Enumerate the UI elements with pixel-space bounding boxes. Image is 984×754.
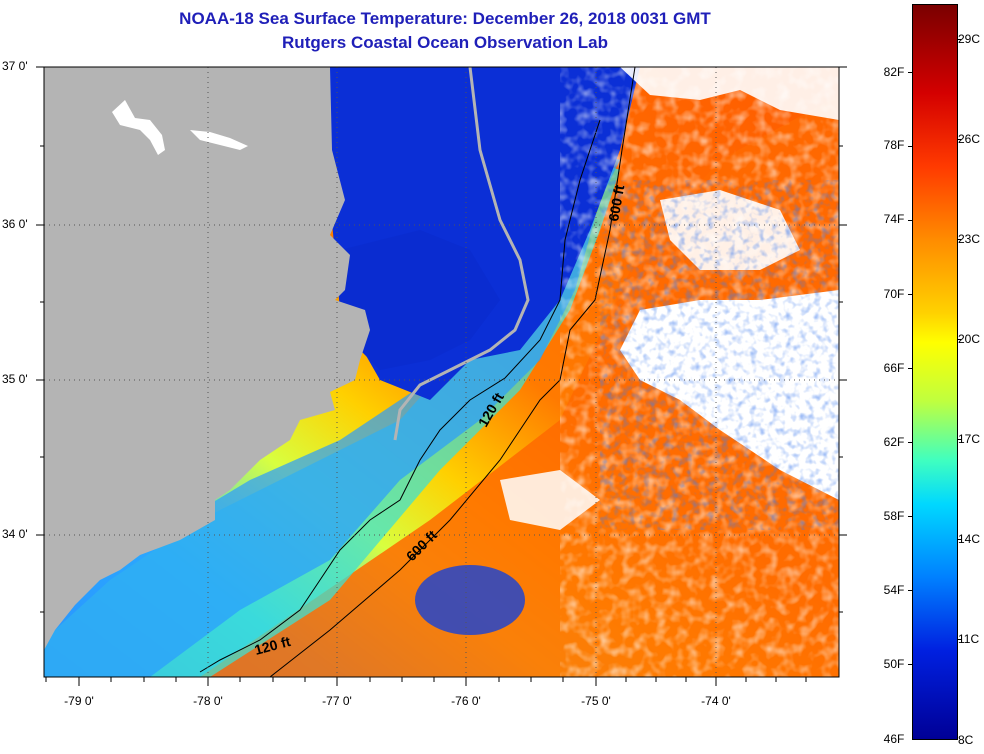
lat-label-34: 34 0' xyxy=(2,527,28,541)
colorbar-f-46: 46F xyxy=(883,732,905,746)
isobath-label-1: 600 ft xyxy=(605,183,627,222)
lat-label-37: 37 0' xyxy=(2,59,28,73)
colorbar-c-tick xyxy=(957,539,961,540)
lon-label-76: -76 0' xyxy=(451,694,481,708)
colorbar-f-78: 78F xyxy=(883,138,905,152)
colorbar-c-tick xyxy=(957,39,961,40)
map-frame xyxy=(43,66,840,678)
colorbar-c-11: 11C xyxy=(958,632,980,646)
colorbar-f-tick xyxy=(908,516,912,517)
colorbar-c-tick xyxy=(957,339,961,340)
cold-eddy xyxy=(415,565,525,635)
lat-label-35: 35 0' xyxy=(2,372,28,386)
colorbar-f-58: 58F xyxy=(883,509,905,523)
lake-marks xyxy=(112,100,248,155)
colorbar-c-tick xyxy=(957,139,961,140)
colorbar-c-8: 8C xyxy=(958,733,974,747)
colorbar-f-tick xyxy=(908,72,912,73)
right-ticks xyxy=(839,66,847,613)
colorbar-f-tick xyxy=(908,294,912,295)
colorbar-c-14: 14C xyxy=(958,532,981,546)
colorbar-f-54: 54F xyxy=(883,583,905,597)
colorbar-f-74: 74F xyxy=(883,212,905,226)
colorbar-f-tick xyxy=(908,442,912,443)
colorbar-f-70: 70F xyxy=(883,287,905,301)
colorbar-f-66: 66F xyxy=(883,361,905,375)
colorbar-f-tick xyxy=(908,220,912,221)
colorbar-f-82: 82F xyxy=(883,65,905,79)
lat-label-36: 36 0' xyxy=(2,217,28,231)
pamlico-sound xyxy=(340,230,500,370)
colorbar-c-26: 26C xyxy=(958,132,981,146)
lon-label-77: -77 0' xyxy=(322,694,352,708)
left-ticks xyxy=(36,66,44,613)
colorbar-c-tick xyxy=(957,439,961,440)
colorbar-f-50: 50F xyxy=(883,657,905,671)
bottom-ticks xyxy=(45,677,807,686)
colorbar-c-20: 20C xyxy=(958,332,981,346)
title-line-2: Rutgers Coastal Ocean Observation Lab xyxy=(282,33,608,52)
isobath-120ft xyxy=(199,119,601,673)
colorbar-c-17: 17C xyxy=(958,432,981,446)
lon-label-79: -79 0' xyxy=(64,694,94,708)
cold-speckle xyxy=(600,180,839,530)
isobath-600ft xyxy=(269,67,636,677)
title-line-1: NOAA-18 Sea Surface Temperature: Decembe… xyxy=(179,9,711,28)
lon-label-78: -78 0' xyxy=(193,694,223,708)
colorbar-f-tick xyxy=(908,368,912,369)
colorbar-f-62: 62F xyxy=(883,435,905,449)
colorbar-c-tick xyxy=(957,639,961,640)
lon-label-74: -74 0' xyxy=(701,694,731,708)
colorbar-f-tick xyxy=(908,590,912,591)
colorbar-f-tick xyxy=(908,664,912,665)
colorbar-c-29: 29C xyxy=(958,32,981,46)
colorbar-c-tick xyxy=(957,239,961,240)
temperature-colorbar xyxy=(912,4,958,740)
grid-lines xyxy=(44,67,839,677)
colorbar-c-23: 23C xyxy=(958,232,981,246)
lon-label-75: -75 0' xyxy=(581,694,611,708)
land-mass xyxy=(44,67,370,650)
outer-banks xyxy=(393,67,530,441)
nearshore-water xyxy=(44,140,620,677)
colorbar-f-tick xyxy=(908,146,912,147)
